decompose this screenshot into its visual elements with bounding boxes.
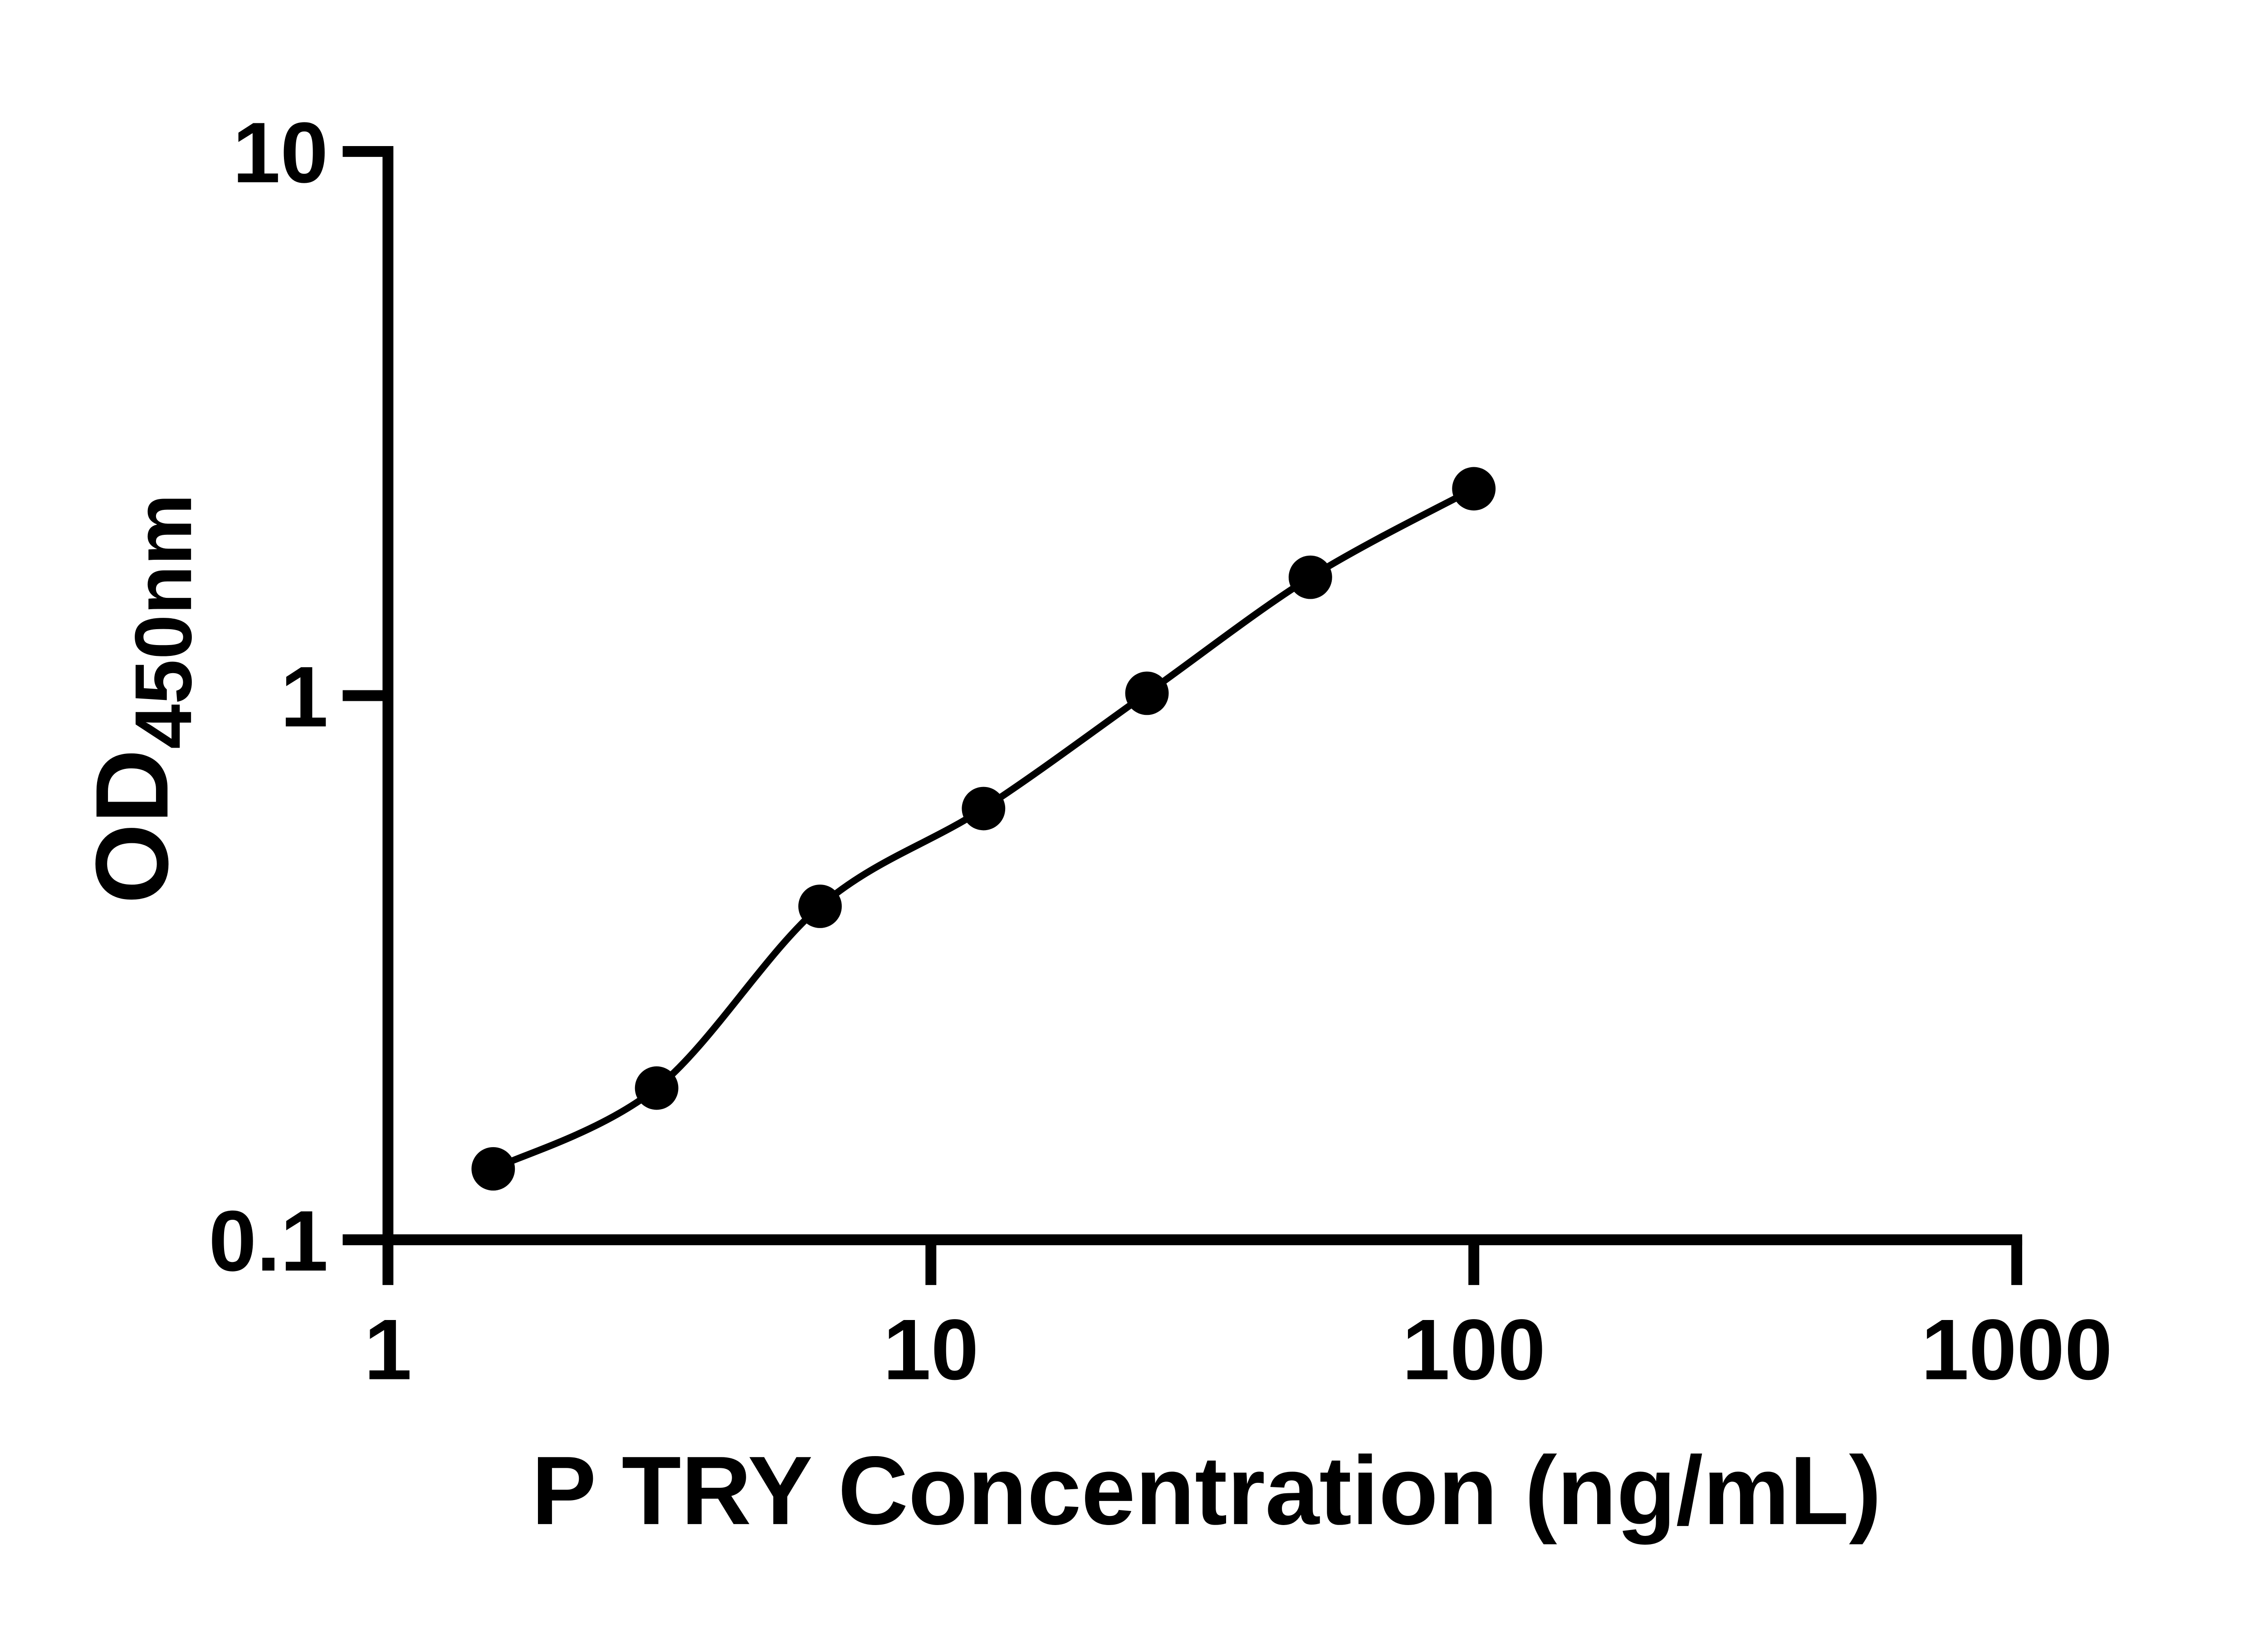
data-point (1125, 671, 1169, 715)
x-axis-title: P TRY Concentration (ng/mL) (532, 1437, 1882, 1545)
x-tick-label: 100 (1402, 1302, 1545, 1398)
x-tick-label: 1 (364, 1302, 412, 1398)
data-point (471, 1147, 515, 1191)
y-axis-title-main: OD (74, 749, 190, 904)
y-axis-title-subscript: 450nm (118, 494, 208, 749)
data-point (798, 885, 842, 928)
y-tick-label: 0.1 (209, 1193, 328, 1289)
y-tick-labels-group: 10 1 0.1 (209, 105, 328, 1289)
y-axis-title: OD450nm (74, 494, 208, 904)
data-point (1452, 467, 1496, 511)
y-tick-label: 1 (280, 649, 328, 745)
x-tick-labels-group: 1 10 100 1000 (364, 1302, 2112, 1398)
y-ticks-group (342, 146, 388, 1246)
x-tick-label: 1000 (1921, 1302, 2112, 1398)
data-point (962, 787, 1006, 831)
y-tick-label: 10 (233, 105, 328, 201)
series-group (471, 467, 1496, 1191)
data-point (635, 1066, 679, 1110)
x-tick-label: 10 (883, 1302, 979, 1398)
data-point (1288, 555, 1332, 599)
axes-group (382, 146, 2023, 1246)
x-ticks-group (382, 1240, 2023, 1285)
